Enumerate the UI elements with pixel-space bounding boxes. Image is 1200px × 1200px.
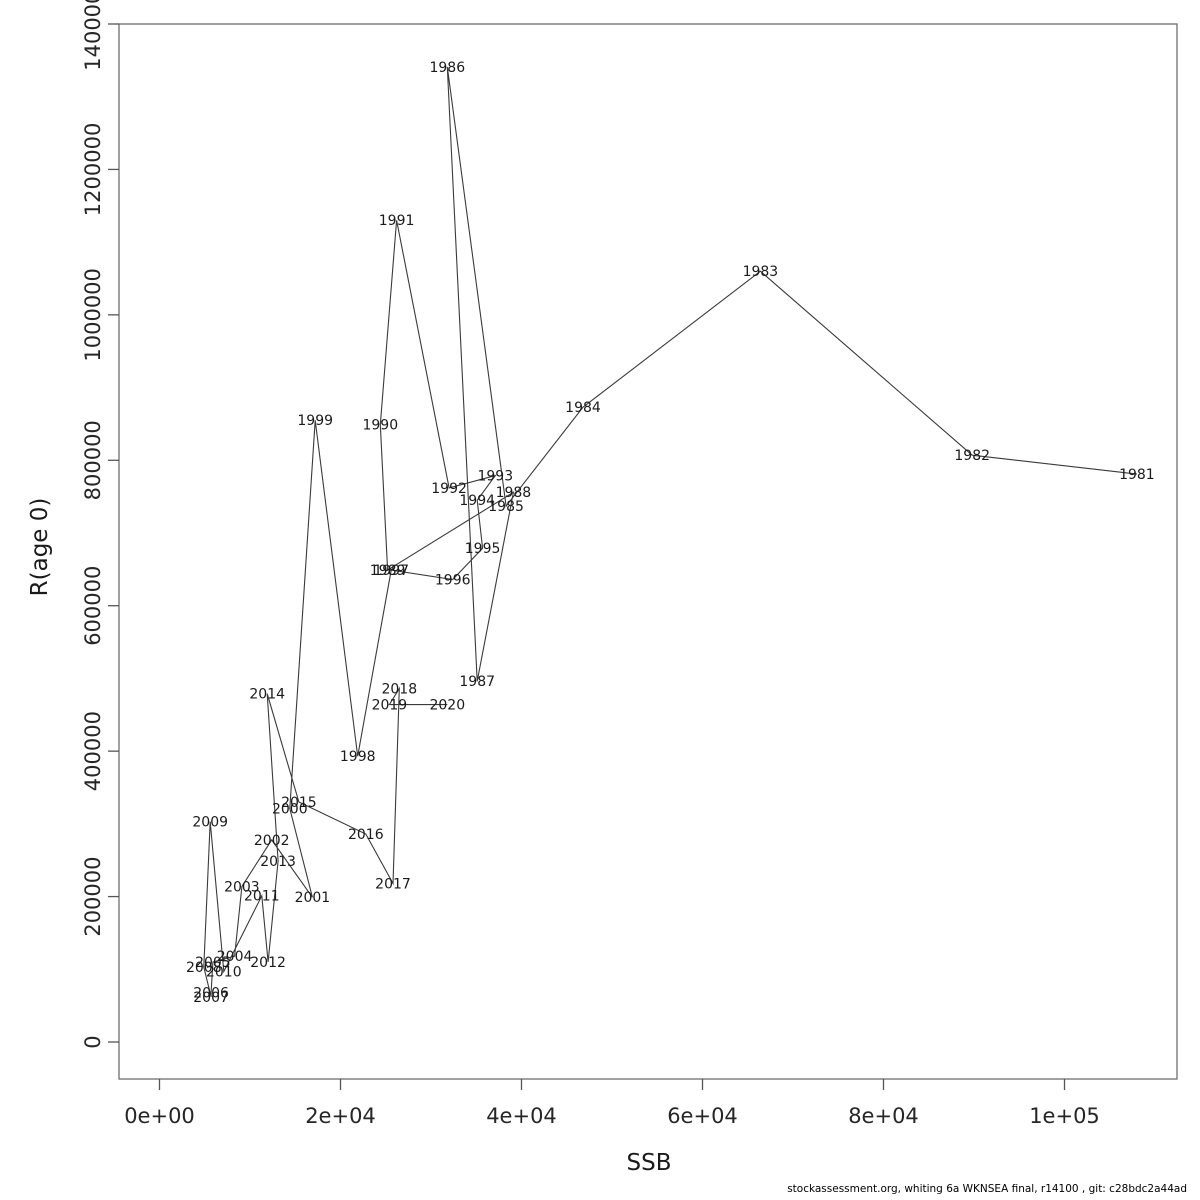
year-point-label-1987: 1987 <box>459 674 495 690</box>
x-tick-label: 6e+04 <box>667 1104 738 1128</box>
year-point-label-1983: 1983 <box>743 264 779 280</box>
year-point-label-1989: 1989 <box>370 563 406 579</box>
y-tick-label: 800000 <box>81 420 105 500</box>
footer-credit: stockassessment.org, whiting 6a WKNSEA f… <box>787 1183 1187 1195</box>
year-point-label-2013: 2013 <box>260 854 296 870</box>
year-point-label-2016: 2016 <box>348 827 384 843</box>
year-point-label-1992: 1992 <box>431 481 467 497</box>
year-point-label-2004: 2004 <box>217 949 253 965</box>
year-point-label-1986: 1986 <box>429 60 465 76</box>
y-tick-label: 1000000 <box>81 268 105 362</box>
year-point-label-2001: 2001 <box>295 890 331 906</box>
y-tick-label: 1200000 <box>81 123 105 217</box>
year-point-label-2015: 2015 <box>281 795 317 811</box>
year-point-label-2019: 2019 <box>372 698 408 714</box>
x-tick-label: 2e+04 <box>305 1104 376 1128</box>
y-tick-label: 200000 <box>81 856 105 936</box>
x-tick-label: 4e+04 <box>486 1104 557 1128</box>
year-point-label-2018: 2018 <box>381 682 417 698</box>
y-tick-label: 600000 <box>81 566 105 646</box>
year-point-label-2002: 2002 <box>254 833 290 849</box>
y-tick-label: 0 <box>81 1035 105 1048</box>
year-point-label-1998: 1998 <box>340 749 376 765</box>
y-axis-title: R(age 0) <box>27 498 53 597</box>
year-point-label-2012: 2012 <box>250 955 286 971</box>
year-point-label-2011: 2011 <box>244 889 280 905</box>
year-point-label-2014: 2014 <box>249 687 285 703</box>
year-point-label-2009: 2009 <box>192 815 228 831</box>
year-point-label-1990: 1990 <box>362 418 398 434</box>
year-point-label-1985: 1985 <box>488 499 524 515</box>
year-point-label-1984: 1984 <box>565 400 601 416</box>
x-tick-label: 0e+00 <box>124 1104 195 1128</box>
year-point-label-2017: 2017 <box>375 876 411 892</box>
year-point-label-2008: 2008 <box>186 960 222 976</box>
year-point-label-1997: 1997 <box>373 563 409 579</box>
year-point-label-1991: 1991 <box>379 213 415 229</box>
plot-generated-content: 0 200000 400000 600000 800000 1000000 1200000 1… <box>81 0 1178 1128</box>
year-point-label-1988: 1988 <box>496 485 532 501</box>
y-tick-label: 1400000 <box>81 0 105 71</box>
x-axis-title: SSB <box>627 1150 672 1176</box>
year-point-label-2000: 2000 <box>272 802 308 818</box>
year-point-label-2005: 2005 <box>195 955 231 971</box>
year-point-label-1982: 1982 <box>954 448 990 464</box>
x-tick-label: 8e+04 <box>848 1104 919 1128</box>
year-point-label-2006: 2006 <box>193 986 229 1002</box>
recruitment-series-line <box>203 66 1137 998</box>
year-point-label-2020: 2020 <box>429 698 465 714</box>
year-point-label-1999: 1999 <box>297 413 333 429</box>
y-tick-label: 400000 <box>81 711 105 791</box>
year-point-label-1981: 1981 <box>1119 467 1155 483</box>
year-point-label-1994: 1994 <box>459 493 495 509</box>
year-point-label-1995: 1995 <box>465 541 501 557</box>
year-point-label-1996: 1996 <box>435 572 471 588</box>
x-tick-label: 1e+05 <box>1029 1104 1100 1128</box>
year-point-label-2007: 2007 <box>193 990 229 1006</box>
plot-border <box>118 23 1178 1080</box>
year-point-label-2003: 2003 <box>224 879 260 895</box>
year-point-label-2010: 2010 <box>206 964 242 980</box>
year-point-label-1993: 1993 <box>477 469 513 485</box>
